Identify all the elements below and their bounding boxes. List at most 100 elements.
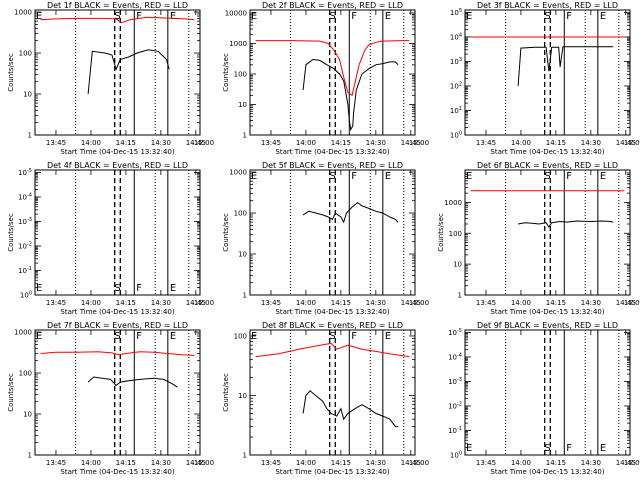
events-series-line — [517, 46, 614, 87]
y-tick-label: 100 — [449, 230, 462, 238]
x-axis-label: Start Time (04-Dec-15 13:32:40) — [275, 148, 389, 156]
events-series-line — [302, 390, 399, 428]
y-tick-label: 10 — [23, 91, 32, 99]
plot-frame — [34, 329, 201, 456]
y-tick-label: 10-4 — [448, 352, 462, 361]
x-tick-label: 13:45 — [476, 139, 496, 147]
y-tick-label: 10 — [453, 261, 462, 269]
event-marker-e: E — [466, 171, 472, 182]
x-tick-label: 14:00 — [511, 459, 531, 467]
detector-panel-7: Det 7f BLACK = Events, RED = LLD 13:45 14:… — [7, 321, 214, 476]
y-tick-label: 10-1 — [18, 266, 32, 275]
y-tick-label: 10-5 — [18, 168, 32, 177]
x-axis-label: Start Time (04-Dec-15 13:32:40) — [490, 308, 604, 316]
x-tick-label: 15:00 — [194, 299, 214, 307]
x-tick-label: 15:00 — [409, 139, 429, 147]
y-tick-label: 1 — [243, 452, 247, 460]
y-tick-label: 10 — [238, 251, 247, 259]
panel-title: Det 6f BLACK = Events, RED = LLD — [477, 161, 618, 170]
x-tick-label: 14:45 — [616, 459, 636, 467]
x-tick-label: 14:15 — [546, 299, 566, 307]
event-marker-f: F — [136, 11, 142, 22]
event-marker-f: F — [136, 283, 142, 294]
x-tick-label: 14:00 — [511, 139, 531, 147]
y-tick-label: 1000 — [229, 169, 247, 177]
event-marker-e: E — [385, 11, 391, 22]
y-tick-label: 10-3 — [18, 217, 32, 226]
x-axis-label: Start Time (04-Dec-15 13:32:40) — [60, 308, 174, 316]
x-tick-label: 15:00 — [624, 139, 640, 147]
x-tick-label: 14:45 — [186, 139, 206, 147]
event-marker-e: E — [385, 171, 391, 182]
y-axis-label: Counts/sec — [7, 53, 15, 92]
x-tick-label: 14:45 — [401, 299, 421, 307]
x-tick-label: 13:45 — [261, 459, 281, 467]
event-marker-s: S — [544, 11, 550, 22]
lld-series-line — [255, 40, 410, 97]
x-axis-label: Start Time (04-Dec-15 13:32:40) — [60, 148, 174, 156]
x-tick-label: 14:30 — [151, 299, 171, 307]
x-tick-label: 14:30 — [581, 139, 601, 147]
y-tick-label: 100 — [19, 50, 32, 58]
y-tick-label: 1 — [28, 132, 32, 140]
detector-panel-1: Det 1f BLACK = Events, RED = LLD 13:45 14:… — [7, 1, 214, 156]
x-tick-label: 14:15 — [546, 139, 566, 147]
y-axis-label: Counts/sec — [222, 53, 230, 92]
detector-panel-8: Det 8f BLACK = Events, RED = LLD 13:45 14:… — [222, 321, 429, 476]
x-tick-label: 14:00 — [296, 139, 316, 147]
y-tick-label: 101 — [450, 106, 462, 115]
x-tick-label: 14:00 — [81, 299, 101, 307]
y-tick-label: 100 — [234, 71, 247, 79]
x-tick-label: 13:45 — [46, 299, 66, 307]
y-tick-label: 100 — [19, 370, 32, 378]
plot-frame — [464, 9, 631, 136]
x-tick-label: 14:30 — [581, 299, 601, 307]
x-axis-label: Start Time (04-Dec-15 13:32:40) — [490, 468, 604, 476]
event-marker-e: E — [170, 331, 176, 342]
panel-title: Det 2f BLACK = Events, RED = LLD — [262, 1, 403, 10]
event-marker-s: S — [114, 331, 120, 342]
detector-panel-9: Det 9f BLACK = Events, RED = LLD 13:45 14:… — [448, 321, 640, 476]
x-tick-label: 14:00 — [296, 299, 316, 307]
x-tick-label: 15:00 — [194, 459, 214, 467]
x-tick-label: 15:00 — [409, 299, 429, 307]
x-tick-label: 14:30 — [366, 139, 386, 147]
event-marker-s: S — [114, 283, 120, 294]
x-tick-label: 14:15 — [331, 139, 351, 147]
event-marker-f: F — [136, 331, 142, 342]
y-tick-label: 10 — [238, 392, 247, 400]
event-marker-e: E — [170, 283, 176, 294]
events-series-line — [87, 49, 170, 95]
x-tick-label: 14:00 — [511, 299, 531, 307]
event-marker-s: S — [329, 331, 335, 342]
x-axis-label: Start Time (04-Dec-15 13:32:40) — [490, 148, 604, 156]
event-marker-e: E — [170, 11, 176, 22]
x-tick-label: 14:15 — [331, 459, 351, 467]
event-marker-e: E — [600, 11, 606, 22]
x-axis-label: Start Time (04-Dec-15 13:32:40) — [275, 308, 389, 316]
y-tick-label: 1 — [28, 452, 32, 460]
y-axis-label: Counts/sec — [7, 373, 15, 412]
plot-frame — [249, 169, 416, 296]
y-tick-label: 1000 — [14, 9, 32, 17]
event-marker-f: F — [566, 443, 572, 454]
x-tick-label: 13:45 — [476, 459, 496, 467]
x-tick-label: 15:00 — [194, 139, 214, 147]
y-tick-label: 102 — [450, 81, 462, 90]
y-tick-label: 100 — [234, 332, 247, 340]
x-tick-label: 13:45 — [476, 299, 496, 307]
events-series-line — [302, 201, 399, 224]
plot-frame — [249, 9, 416, 136]
y-tick-label: 10-1 — [448, 426, 462, 435]
plot-frame — [34, 169, 201, 296]
x-tick-label: 14:15 — [116, 299, 136, 307]
y-tick-label: 100 — [450, 131, 462, 140]
event-marker-e: E — [251, 171, 257, 182]
detector-panel-6: Det 6f BLACK = Events, RED = LLD 13:45 14:… — [437, 161, 640, 316]
x-tick-label: 14:00 — [81, 459, 101, 467]
panel-title: Det 7f BLACK = Events, RED = LLD — [47, 321, 188, 330]
y-tick-label: 1 — [243, 292, 247, 300]
y-tick-label: 100 — [20, 291, 32, 300]
x-tick-label: 14:45 — [401, 139, 421, 147]
